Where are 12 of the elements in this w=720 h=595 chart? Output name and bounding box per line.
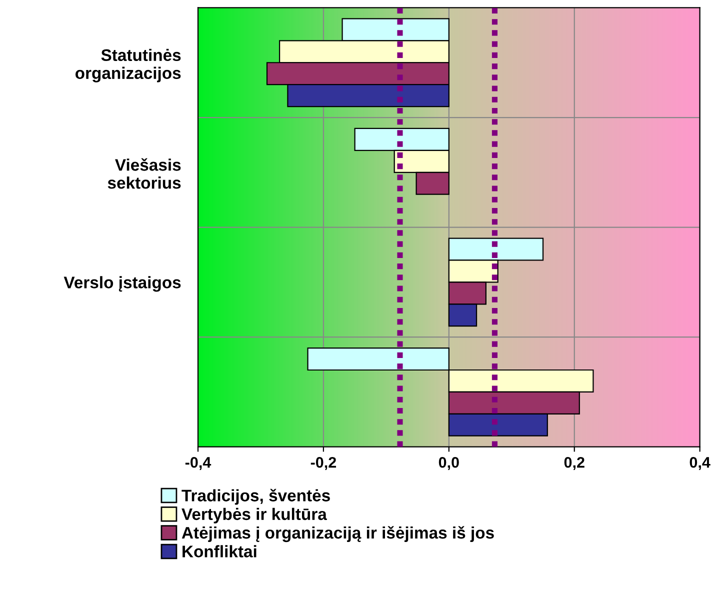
y-tick-label: Verslo įstaigos bbox=[64, 276, 181, 292]
y-tick-label: Viešasis sektorius bbox=[108, 158, 181, 189]
x-tick-label: 0,4 bbox=[690, 456, 710, 470]
x-tick-label: 0,2 bbox=[564, 456, 584, 470]
x-tick-label: -0,2 bbox=[310, 456, 336, 470]
x-tick-label: 0,0 bbox=[438, 456, 459, 470]
legend-label: Atėjimas į organizaciją ir išėjimas iš jos bbox=[182, 526, 494, 542]
y-tick-label: Statutinės organizacijos bbox=[75, 48, 181, 82]
legend-label: Vertybės ir kultūra bbox=[182, 508, 328, 524]
x-tick-label: -0,4 bbox=[185, 456, 212, 470]
legend-label: Konfliktai bbox=[182, 545, 256, 558]
legend-label: Tradicijos, šventės bbox=[182, 488, 330, 505]
